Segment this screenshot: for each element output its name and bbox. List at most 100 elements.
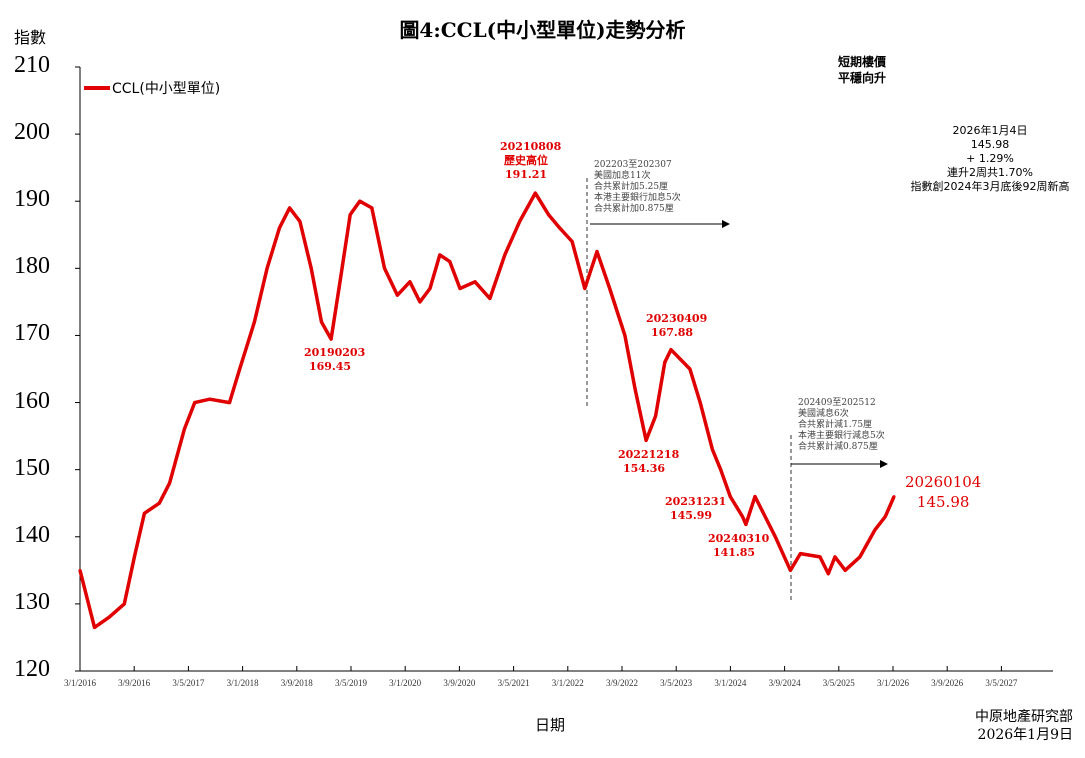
data-point — [358, 199, 362, 203]
data-point — [826, 572, 830, 576]
y-tick-label: 180 — [14, 253, 50, 280]
data-point — [570, 239, 574, 243]
series-line-ccl — [78, 191, 896, 630]
point-label: 20221218 154.36 — [618, 448, 679, 476]
cut-arrowhead — [880, 460, 888, 468]
legend-label: CCL(中小型單位) — [112, 81, 221, 97]
data-point — [833, 555, 837, 559]
data-point — [741, 515, 745, 519]
x-tick-label: 3/5/2027 — [985, 678, 1018, 688]
cut-note: 202409至202512 美國減息6次 合共累計減1.75厘 本港主要銀行減息5次合… — [798, 398, 885, 453]
point-label: 20190203 169.45 — [304, 346, 365, 374]
data-point — [858, 555, 862, 559]
point-date: 20231231 — [665, 495, 727, 508]
hike-arrowhead — [722, 220, 730, 228]
note-line: 美國減息6次 — [798, 409, 849, 419]
note-line: 合共累計減0.875厘 — [798, 442, 878, 452]
data-point — [208, 397, 212, 401]
peak-label: 20210808 歷史高位 191.21 — [500, 140, 562, 182]
data-point — [348, 213, 352, 217]
data-point — [798, 552, 802, 556]
data-point — [338, 280, 342, 284]
data-point — [654, 414, 658, 418]
data-point — [892, 495, 896, 499]
point-value: 145.99 — [669, 509, 713, 522]
x-tick-label: 3/5/2021 — [497, 678, 530, 688]
source-date: 2026年1月9日 — [977, 727, 1073, 743]
point-date: 20230409 — [646, 312, 708, 325]
data-point — [595, 250, 599, 254]
x-tick-label: 3/1/2020 — [389, 678, 422, 688]
data-point — [265, 266, 269, 270]
source-org: 中原地產研究部 — [975, 709, 1073, 725]
data-point — [252, 320, 256, 324]
data-point — [78, 568, 82, 572]
note-line: 合共累計加5.25厘 — [594, 182, 669, 192]
peak-date: 20210808 — [500, 140, 562, 153]
hike-note: 202203至202307 美國加息11次 合共累計加5.25厘 本港主要銀行加息5次… — [594, 160, 681, 215]
data-point — [818, 555, 822, 559]
data-point — [182, 427, 186, 431]
x-tick-label: 3/5/2023 — [660, 678, 693, 688]
legend-swatch — [84, 86, 110, 90]
y-tick-label: 120 — [14, 656, 50, 682]
outlook-text: 短期樓價 平穩向升 — [838, 54, 886, 86]
data-point — [92, 625, 96, 629]
latest-date: 20260104 — [905, 473, 982, 491]
data-point — [688, 367, 692, 371]
data-point — [698, 401, 702, 405]
data-point — [329, 337, 333, 341]
x-tick-label: 3/1/2024 — [714, 678, 747, 688]
data-point — [448, 260, 452, 264]
data-point — [583, 286, 587, 290]
data-point — [488, 297, 492, 301]
data-point — [644, 438, 648, 442]
x-tick-label: 3/9/2018 — [280, 678, 313, 688]
x-tick-label: 3/5/2025 — [822, 678, 855, 688]
point-value: 154.36 — [622, 462, 666, 475]
data-point — [719, 468, 723, 472]
point-value: 141.85 — [712, 546, 756, 559]
info-line: 2026年1月4日 — [952, 124, 1028, 137]
latest-label: 20260104 145.98 — [905, 472, 981, 512]
y-tick-label: 150 — [14, 454, 50, 481]
data-point — [710, 448, 714, 452]
data-point — [883, 515, 887, 519]
data-point — [633, 387, 637, 391]
note-line: 202409至202512 — [798, 398, 876, 408]
point-value: 169.45 — [308, 360, 352, 373]
x-tick-label: 3/9/2022 — [605, 678, 639, 688]
x-tick-label: 3/9/2020 — [443, 678, 476, 688]
data-point — [546, 213, 550, 217]
x-tick-label: 3/1/2022 — [551, 678, 584, 688]
note-line: 合共累計加0.875厘 — [594, 204, 674, 214]
note-line: 美國加息11次 — [594, 171, 651, 181]
point-value: 167.88 — [650, 326, 694, 339]
data-point — [533, 191, 537, 195]
y-tick-label: 170 — [14, 320, 50, 347]
x-tick-label: 3/1/2016 — [63, 678, 97, 688]
data-point — [418, 300, 422, 304]
data-point — [193, 401, 197, 405]
y-tick-label: 130 — [14, 588, 50, 615]
x-tick-label: 3/5/2019 — [334, 678, 368, 688]
data-point — [319, 320, 323, 324]
peak-text: 歷史高位 — [504, 154, 548, 167]
y-tick-label: 210 — [14, 52, 50, 78]
x-axis-label: 日期 — [535, 716, 566, 734]
data-point — [669, 348, 673, 352]
x-tick-label: 3/9/2024 — [768, 678, 801, 688]
note-line: 本港主要銀行加息5次 — [594, 193, 681, 203]
x-tick-label: 3/1/2026 — [876, 678, 910, 688]
outlook-line: 短期樓價 — [838, 55, 887, 69]
data-point — [663, 360, 667, 364]
latest-value: 145.98 — [916, 493, 970, 511]
info-box: 2026年1月4日 145.98 + 1.29% 連升2周共1.70% 指數創2… — [900, 124, 1080, 194]
data-point — [503, 253, 507, 257]
chart-title: 圖4:CCL(中小型單位)走勢分析 — [399, 18, 686, 42]
point-label: 20240310 141.85 — [708, 532, 769, 560]
outlook-line: 平穩向升 — [838, 71, 887, 85]
data-point — [227, 401, 231, 405]
